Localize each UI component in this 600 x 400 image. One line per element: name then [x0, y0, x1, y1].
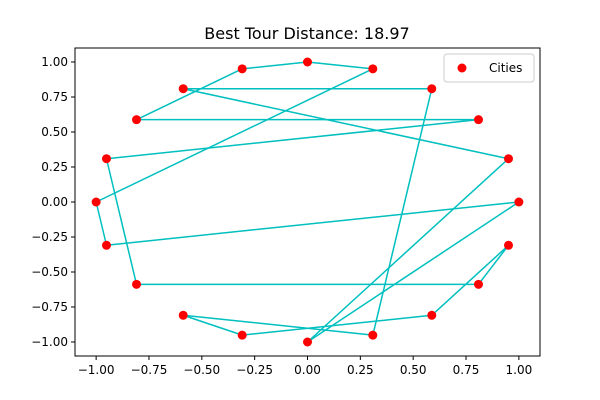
- city-point: [368, 330, 378, 340]
- city-point: [473, 115, 483, 125]
- city-point: [101, 154, 111, 164]
- city-point: [504, 154, 514, 164]
- city-point: [514, 197, 524, 207]
- y-tick-label: 0.50: [41, 125, 68, 139]
- city-point: [178, 310, 188, 320]
- tour-segment: [242, 314, 432, 336]
- tour-segment: [307, 201, 520, 343]
- city-point: [91, 197, 101, 207]
- city-point: [237, 330, 247, 340]
- x-tick-label: −0.25: [236, 363, 273, 377]
- city-point: [237, 64, 247, 74]
- x-tick-label: −0.50: [183, 363, 220, 377]
- legend-label-cities: Cities: [489, 61, 522, 75]
- tour-segment: [431, 244, 510, 316]
- tour-segment: [306, 158, 510, 343]
- city-point: [178, 84, 188, 94]
- legend-marker-cities: [457, 63, 467, 73]
- y-tick-label: −0.25: [31, 230, 68, 244]
- city-point: [368, 64, 378, 74]
- city-points: [91, 57, 524, 347]
- city-point: [427, 84, 437, 94]
- tour-segment: [307, 61, 373, 70]
- x-tick-label: 0.50: [400, 363, 427, 377]
- y-axis-ticks: −1.00 −0.75 −0.50 −0.25 0.00 0.25 0.50 0.75 1.00: [31, 55, 75, 349]
- city-point: [473, 279, 483, 289]
- legend: Cities: [443, 53, 535, 83]
- tour-segment: [105, 158, 138, 285]
- x-tick-label: 0.25: [347, 363, 374, 377]
- y-tick-label: −0.50: [31, 265, 68, 279]
- x-tick-label: 0.00: [294, 363, 321, 377]
- x-tick-label: 1.00: [506, 363, 533, 377]
- tour-segment: [183, 88, 509, 160]
- tour-segment: [242, 61, 308, 70]
- tour-segment: [477, 244, 510, 285]
- city-point: [303, 57, 312, 67]
- city-point: [132, 115, 142, 125]
- x-tick-label: −1.00: [78, 363, 115, 377]
- city-point: [303, 337, 312, 347]
- tour-segment: [182, 314, 243, 336]
- tour-segment: [106, 201, 519, 247]
- city-point: [504, 240, 514, 250]
- y-tick-label: −1.00: [31, 335, 68, 349]
- plot-frame: [74, 47, 541, 357]
- tour-segment: [95, 68, 374, 203]
- y-tick-label: 0.75: [41, 90, 68, 104]
- city-point: [132, 279, 142, 289]
- city-point: [101, 240, 111, 250]
- legend-box: [443, 53, 535, 83]
- x-tick-label: −0.75: [131, 363, 168, 377]
- x-axis-ticks: −1.00 −0.75 −0.50 −0.25 0.00 0.25 0.50 0.75 1.00: [78, 356, 532, 377]
- y-tick-label: 1.00: [41, 55, 68, 69]
- chart-title: Best Tour Distance: 18.97: [204, 24, 409, 43]
- x-tick-label: 0.75: [453, 363, 480, 377]
- y-tick-label: −0.75: [31, 300, 68, 314]
- tour-segment: [136, 68, 243, 121]
- tour-segment: [95, 201, 108, 246]
- tour-segment: [183, 314, 373, 336]
- city-point: [427, 310, 437, 320]
- y-tick-label: 0.25: [41, 160, 68, 174]
- tour-lines: [95, 61, 520, 343]
- tour-segment: [372, 88, 433, 336]
- y-tick-label: 0.00: [41, 195, 68, 209]
- tour-segment: [106, 118, 479, 160]
